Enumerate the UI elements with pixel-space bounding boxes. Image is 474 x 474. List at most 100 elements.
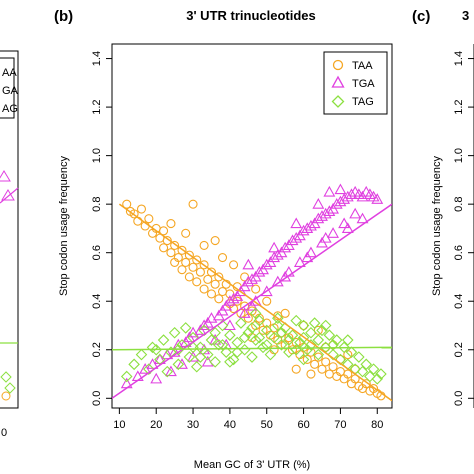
point-tag [157,334,170,346]
point-taa [251,284,261,294]
point-tag [253,314,266,327]
point-taa [199,284,209,294]
point-tag [150,343,162,356]
point-tga [198,319,211,331]
point-taa [159,243,169,253]
point-tag [364,370,376,383]
point-tag [323,329,336,341]
point-taa [313,352,323,362]
point-tag [316,324,328,337]
point-tag [327,339,339,351]
panel-letter-b: (b) [54,8,73,25]
point-tag [242,326,255,339]
point-taa [203,274,213,284]
point-tag [356,365,369,378]
point-tag [290,314,302,327]
point-taa [162,236,172,246]
point-taa [184,272,194,282]
left-tag-point [4,382,16,394]
point-taa [310,359,320,369]
left-tga-trend [0,187,19,204]
right-y-tick-label: 0.4 [453,294,465,309]
point-tag [249,307,262,320]
point-tga [349,207,362,219]
right-y-tick-label: 0.2 [453,342,465,357]
point-tag [235,317,247,329]
point-taa [199,260,209,270]
point-taa [181,257,191,267]
point-tga [246,273,258,284]
point-tag [268,331,280,344]
point-taa [324,369,334,379]
point-tag [305,339,317,351]
right-panel-title-fragment: 3 [462,8,469,23]
point-taa [328,362,338,372]
point-taa [350,364,360,374]
point-tga [168,346,181,357]
point-tag [190,360,203,373]
point-taa [247,306,257,316]
point-taa [159,226,169,236]
point-taa [122,199,132,209]
point-tag [260,339,273,351]
point-tag [345,346,358,358]
left-legend-tag-fragment: AG [2,103,18,115]
left-panel-fragment: AA GA AG 0 [0,50,19,439]
point-tag [246,351,258,363]
point-taa [144,214,154,224]
left-panel-legend-box [0,57,15,119]
left-tga-point [0,170,11,182]
point-tag [216,339,229,351]
point-taa [361,379,371,389]
point-taa [240,272,250,282]
point-taa [129,209,139,219]
point-tga [301,251,314,263]
y-tick-label: 1.0 [91,148,103,163]
point-taa [184,250,194,260]
legend-label-tag: TAG [352,96,374,108]
point-tag [353,351,365,363]
point-tag [202,348,214,361]
point-taa [280,308,290,318]
point-taa [206,289,217,299]
point-tga [327,227,339,238]
left-taa-point [1,391,11,401]
point-taa [195,267,205,277]
point-tag [161,365,174,378]
point-tga [290,217,303,229]
point-tga [341,222,354,233]
point-taa [287,345,298,355]
point-tag [360,358,372,371]
point-tga [323,185,336,197]
x-axis-label: Mean GC of 3' UTR (%) [194,459,310,471]
left-tga-point [1,189,15,201]
point-tag [187,341,199,354]
y-axis-label: Stop codon usage frequency [58,155,70,296]
point-taa [210,279,220,289]
point-tga [319,232,332,243]
point-tga [260,285,273,297]
point-tag [283,334,295,346]
point-tag [272,319,284,332]
y-tick-label: 1.2 [91,99,103,114]
point-taa [217,252,228,263]
point-taa [321,357,331,367]
right-y-tick-label: 1.4 [453,51,465,66]
legend-marker-tag [331,95,345,108]
point-taa [258,325,268,335]
point-tga [253,265,266,277]
point-tga [323,205,336,216]
point-taa [177,245,187,255]
point-tag [327,348,339,361]
point-tga [242,258,255,270]
point-tag [198,324,210,337]
point-tag [330,334,343,346]
left-legend-taa-fragment: AA [2,67,17,79]
panel-letter-c: (c) [412,8,430,25]
point-tga [334,183,347,195]
right-y-axis-ticks: 1.4 1.2 1.0 0.8 0.6 0.4 0.2 0.0 [453,44,474,408]
point-tag [371,373,384,385]
point-tag [286,329,299,341]
point-tag [209,356,221,368]
point-taa [291,337,301,348]
